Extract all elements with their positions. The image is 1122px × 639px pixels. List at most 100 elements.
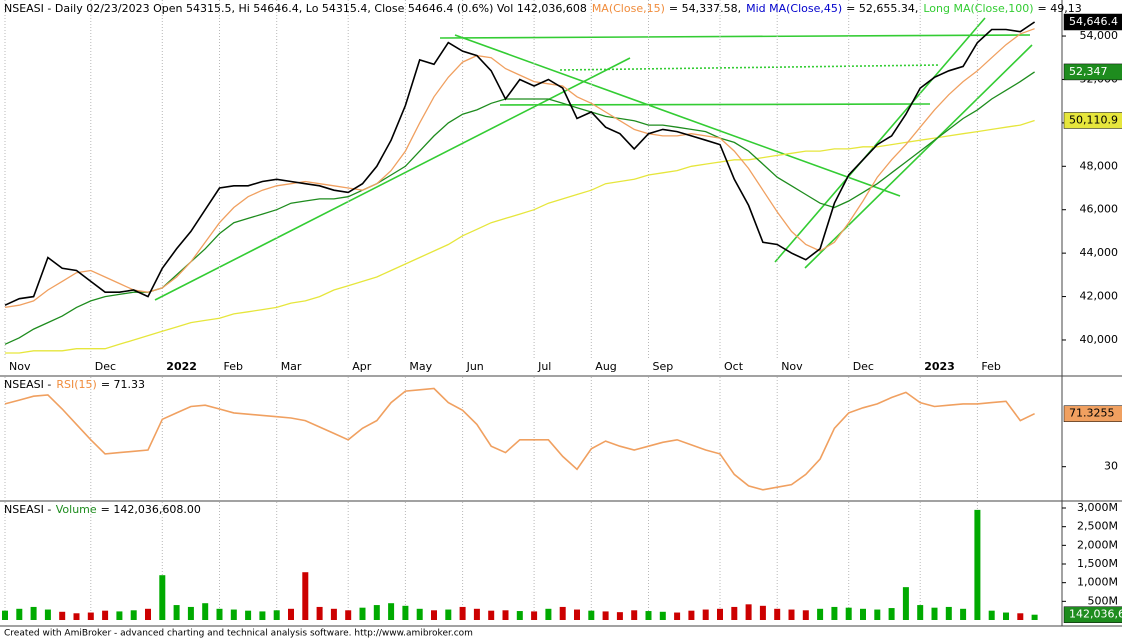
volume-bar <box>902 587 909 620</box>
volume-bar <box>745 604 752 620</box>
volume-bar <box>531 611 538 620</box>
y-tick-label: 1,000M <box>1077 576 1118 589</box>
volume-bar <box>488 610 495 620</box>
x-tick-label: Dec <box>853 360 874 373</box>
volume-bar <box>802 610 809 620</box>
volume-bar <box>1031 614 1038 620</box>
x-tick-label: Jun <box>466 360 484 373</box>
series-line <box>5 119 1035 354</box>
volume-bar <box>216 608 223 620</box>
volume-bar <box>931 607 938 620</box>
series-line <box>4 21 1036 306</box>
legend-entry: Long MA(Close,100) <box>923 2 1033 15</box>
volume-bar <box>316 606 323 620</box>
volume-bar <box>402 605 409 620</box>
pane-header: NSEASI - Daily 02/23/2023 Open 54315.5, … <box>4 2 1082 15</box>
x-tick-label: Oct <box>724 360 744 373</box>
volume-bar <box>545 608 552 620</box>
volume-bar <box>302 572 309 620</box>
volume-bar <box>945 606 952 620</box>
volume-bar <box>717 608 723 620</box>
last-value-box <box>1063 112 1122 129</box>
volume-bar <box>588 610 595 620</box>
y-tick-label: 40,000 <box>1080 333 1119 346</box>
last-value-box <box>1063 606 1122 623</box>
volume-bar <box>359 607 366 620</box>
legend-reading: = 71.33 <box>101 378 145 391</box>
volume-bar <box>688 610 695 620</box>
volume-bar <box>145 608 151 620</box>
volume-bar <box>988 610 995 620</box>
volume-bar <box>2 610 8 620</box>
header-title: NSEASI - <box>4 503 51 516</box>
volume-bar <box>373 605 380 620</box>
volume-bar <box>44 609 51 620</box>
y-tick-label: 1,500M <box>1077 557 1118 570</box>
header-title: NSEASI - Daily 02/23/2023 Open 54315.5, … <box>4 2 587 15</box>
volume-bar <box>917 605 924 620</box>
volume-bar <box>159 575 166 620</box>
y-tick-label: 2,500M <box>1077 520 1118 533</box>
volume-bar <box>874 609 881 620</box>
y-tick-label: 54,000 <box>1080 29 1119 42</box>
volume-bar <box>473 608 480 620</box>
legend-reading: = 49,13 <box>1038 2 1082 15</box>
volume-bar <box>431 610 437 620</box>
volume-bar <box>416 608 423 620</box>
volume-bar <box>59 611 66 620</box>
y-tick-label: 48,000 <box>1080 159 1119 172</box>
volume-bar <box>645 611 652 620</box>
volume-bar <box>230 609 237 620</box>
volume-bar <box>659 611 666 620</box>
volume-bar <box>16 608 23 620</box>
volume-bar <box>73 613 80 620</box>
last-value-label: 71.3255 <box>1069 407 1115 420</box>
x-tick-label: Feb <box>981 360 1000 373</box>
volume-bar <box>860 608 866 620</box>
y-tick-label: 3,000M <box>1077 501 1118 514</box>
last-value-box <box>1063 63 1122 81</box>
y-tick-label: 30 <box>1104 460 1118 473</box>
y-tick-label: 2,000M <box>1077 538 1118 551</box>
volume-bar <box>960 608 967 620</box>
series-line <box>4 71 1035 345</box>
x-tick-label: Nov <box>781 360 803 373</box>
last-value-box <box>1063 405 1122 422</box>
pane-header: NSEASI - Volume = 142,036,608.00 <box>4 503 201 516</box>
volume-bar <box>974 509 981 620</box>
volume-bar <box>245 610 252 620</box>
trendline <box>439 34 1031 39</box>
last-value-label: 54,646.4 <box>1069 15 1118 28</box>
volume-bar <box>788 609 795 620</box>
volume-bar <box>273 610 280 620</box>
x-tick-label: Apr <box>352 360 372 373</box>
volume-bar <box>559 606 566 620</box>
x-tick-label: Dec <box>95 360 116 373</box>
trendline <box>499 103 931 106</box>
volume-bar <box>116 611 123 620</box>
x-tick-label: Nov <box>9 360 31 373</box>
volume-bar <box>831 606 838 620</box>
volume-bar <box>759 605 766 620</box>
header-title: NSEASI - <box>4 378 51 391</box>
volume-bar <box>774 608 781 620</box>
volume-bar <box>674 612 681 620</box>
volume-bar <box>516 611 523 620</box>
trendlines <box>154 17 1033 301</box>
volume-bar <box>702 609 709 620</box>
x-tick-label: Jul <box>537 360 551 373</box>
last-value-label: 52,347 <box>1069 65 1108 78</box>
volume-bar <box>602 611 609 620</box>
volume-bar <box>288 608 294 620</box>
volume-bar <box>631 610 638 620</box>
series-line <box>4 387 1035 491</box>
volume-bar <box>731 606 738 620</box>
series-line <box>4 28 1035 309</box>
pane-header: NSEASI - RSI(15) = 71.33 <box>4 378 145 391</box>
y-tick-label: 42,000 <box>1080 290 1119 303</box>
legend-entry: RSI(15) <box>56 378 96 391</box>
legend-reading: = 142,036,608.00 <box>101 503 201 516</box>
trendline <box>154 57 631 301</box>
volume-bar <box>574 609 580 620</box>
